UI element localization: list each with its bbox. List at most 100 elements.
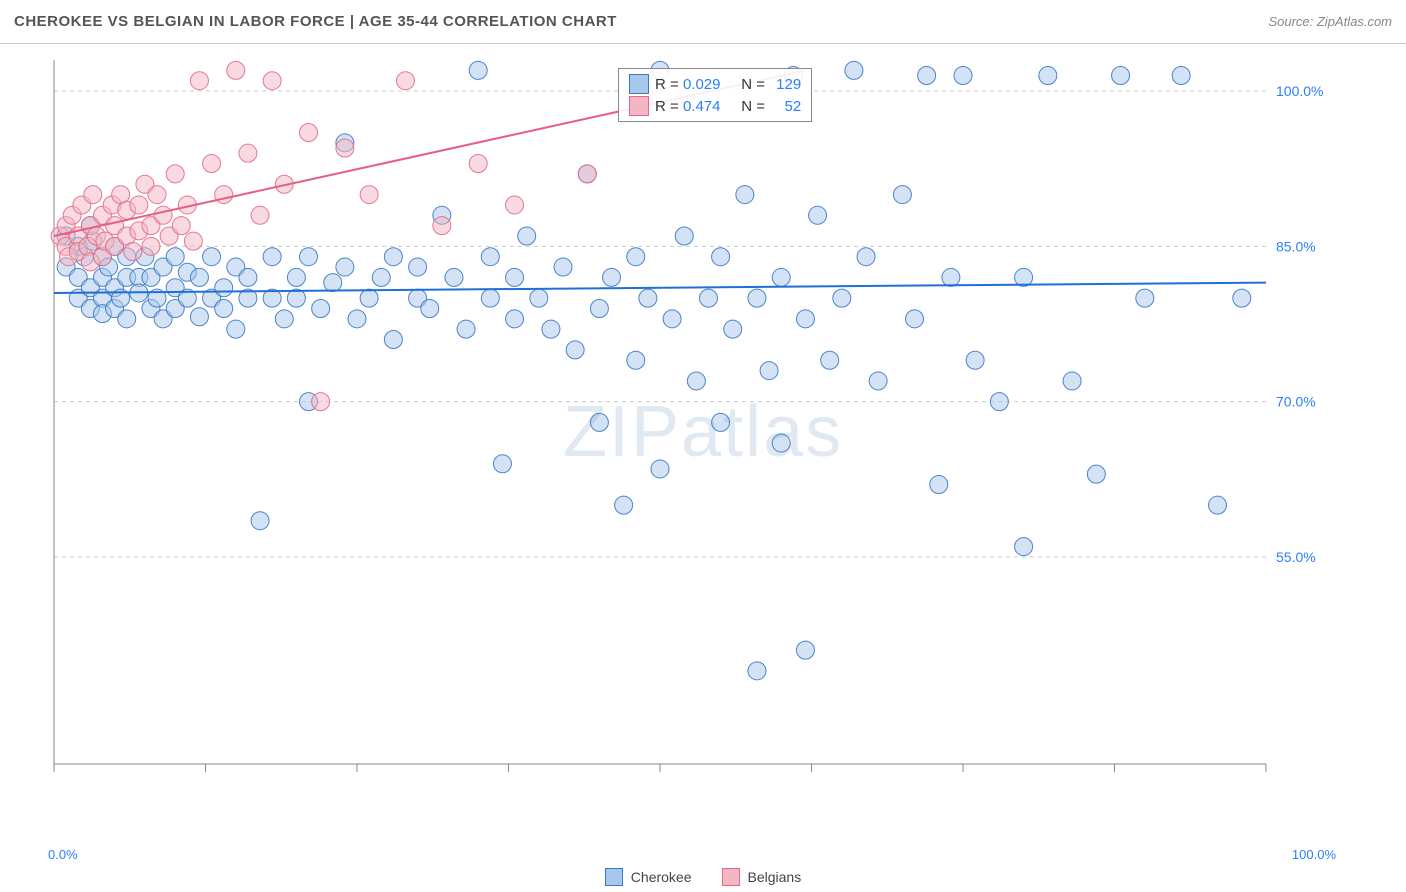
- legend-swatch: [629, 74, 649, 94]
- scatter-point: [857, 248, 875, 266]
- y-tick-label: 85.0%: [1276, 238, 1316, 254]
- scatter-point: [578, 165, 596, 183]
- scatter-point: [154, 206, 172, 224]
- scatter-point: [263, 248, 281, 266]
- scatter-point: [893, 186, 911, 204]
- scatter-point: [942, 268, 960, 286]
- chart-container: CHEROKEE VS BELGIAN IN LABOR FORCE | AGE…: [0, 0, 1406, 892]
- scatter-point: [1015, 538, 1033, 556]
- scatter-point: [148, 186, 166, 204]
- scatter-point: [360, 289, 378, 307]
- scatter-point: [84, 186, 102, 204]
- correlation-text: R = 0.029 N = 129: [655, 76, 801, 93]
- legend-swatch: [605, 868, 623, 886]
- correlation-legend: R = 0.029 N = 129 R = 0.474 N = 52: [618, 68, 812, 122]
- legend-item: Belgians: [722, 868, 802, 886]
- scatter-point: [760, 362, 778, 380]
- scatter-point: [1172, 67, 1190, 85]
- scatter-point: [336, 258, 354, 276]
- scatter-point: [506, 268, 524, 286]
- scatter-point: [590, 299, 608, 317]
- scatter-point: [615, 496, 633, 514]
- scatter-point: [1039, 67, 1057, 85]
- scatter-point: [930, 475, 948, 493]
- scatter-point: [772, 434, 790, 452]
- chart-title: CHEROKEE VS BELGIAN IN LABOR FORCE | AGE…: [14, 13, 617, 30]
- scatter-point: [300, 248, 318, 266]
- scatter-point: [336, 139, 354, 157]
- scatter-point: [518, 227, 536, 245]
- scatter-point: [457, 320, 475, 338]
- scatter-point: [796, 641, 814, 659]
- scatter-point: [687, 372, 705, 390]
- scatter-point: [1063, 372, 1081, 390]
- scatter-point: [1112, 67, 1130, 85]
- scatter-point: [203, 155, 221, 173]
- scatter-point: [675, 227, 693, 245]
- scatter-point: [627, 351, 645, 369]
- legend-swatch: [629, 96, 649, 116]
- scatter-point: [506, 196, 524, 214]
- scatter-point: [190, 268, 208, 286]
- scatter-point: [469, 155, 487, 173]
- chart-svg: 55.0%70.0%85.0%100.0%: [48, 54, 1338, 824]
- legend-label: Cherokee: [631, 869, 692, 885]
- plot-area: In Labor Force | Age 35-44 55.0%70.0%85.…: [0, 44, 1406, 892]
- scatter-point: [172, 217, 190, 235]
- scatter-point: [748, 289, 766, 307]
- legend-label: Belgians: [748, 869, 802, 885]
- scatter-point: [227, 320, 245, 338]
- scatter-point: [736, 186, 754, 204]
- y-tick-label: 100.0%: [1276, 83, 1323, 99]
- scatter-point: [1136, 289, 1154, 307]
- x-axis-max-label: 100.0%: [1292, 847, 1336, 862]
- correlation-text: R = 0.474 N = 52: [655, 98, 801, 115]
- scatter-point: [542, 320, 560, 338]
- scatter-point: [215, 299, 233, 317]
- scatter-point: [954, 67, 972, 85]
- scatter-point: [833, 289, 851, 307]
- correlation-legend-row: R = 0.029 N = 129: [629, 73, 801, 95]
- scatter-point: [530, 289, 548, 307]
- correlation-legend-row: R = 0.474 N = 52: [629, 95, 801, 117]
- scatter-point: [384, 331, 402, 349]
- scatter-point: [966, 351, 984, 369]
- scatter-point: [312, 299, 330, 317]
- scatter-point: [481, 289, 499, 307]
- scatter-point: [227, 61, 245, 79]
- scatter-point: [372, 268, 390, 286]
- scatter-point: [554, 258, 572, 276]
- scatter-point: [712, 413, 730, 431]
- scatter-point: [506, 310, 524, 328]
- scatter-point: [918, 67, 936, 85]
- scatter-point: [445, 268, 463, 286]
- title-bar: CHEROKEE VS BELGIAN IN LABOR FORCE | AGE…: [0, 0, 1406, 44]
- scatter-point: [590, 413, 608, 431]
- scatter-point: [184, 232, 202, 250]
- scatter-point: [142, 237, 160, 255]
- scatter-point: [251, 512, 269, 530]
- scatter-point: [275, 310, 293, 328]
- y-tick-label: 55.0%: [1276, 549, 1316, 565]
- scatter-point: [1233, 289, 1251, 307]
- scatter-point: [869, 372, 887, 390]
- scatter-point: [421, 299, 439, 317]
- scatter-point: [166, 248, 184, 266]
- legend-item: Cherokee: [605, 868, 692, 886]
- scatter-point: [809, 206, 827, 224]
- scatter-point: [627, 248, 645, 266]
- scatter-point: [287, 268, 305, 286]
- scatter-point: [118, 310, 136, 328]
- scatter-point: [845, 61, 863, 79]
- scatter-point: [312, 393, 330, 411]
- scatter-point: [300, 123, 318, 141]
- scatter-point: [124, 243, 142, 261]
- scatter-point: [239, 144, 257, 162]
- scatter-point: [603, 268, 621, 286]
- x-axis-min-label: 0.0%: [48, 847, 78, 862]
- scatter-point: [409, 258, 427, 276]
- scatter-point: [990, 393, 1008, 411]
- scatter-point: [1209, 496, 1227, 514]
- scatter-point: [821, 351, 839, 369]
- scatter-point: [906, 310, 924, 328]
